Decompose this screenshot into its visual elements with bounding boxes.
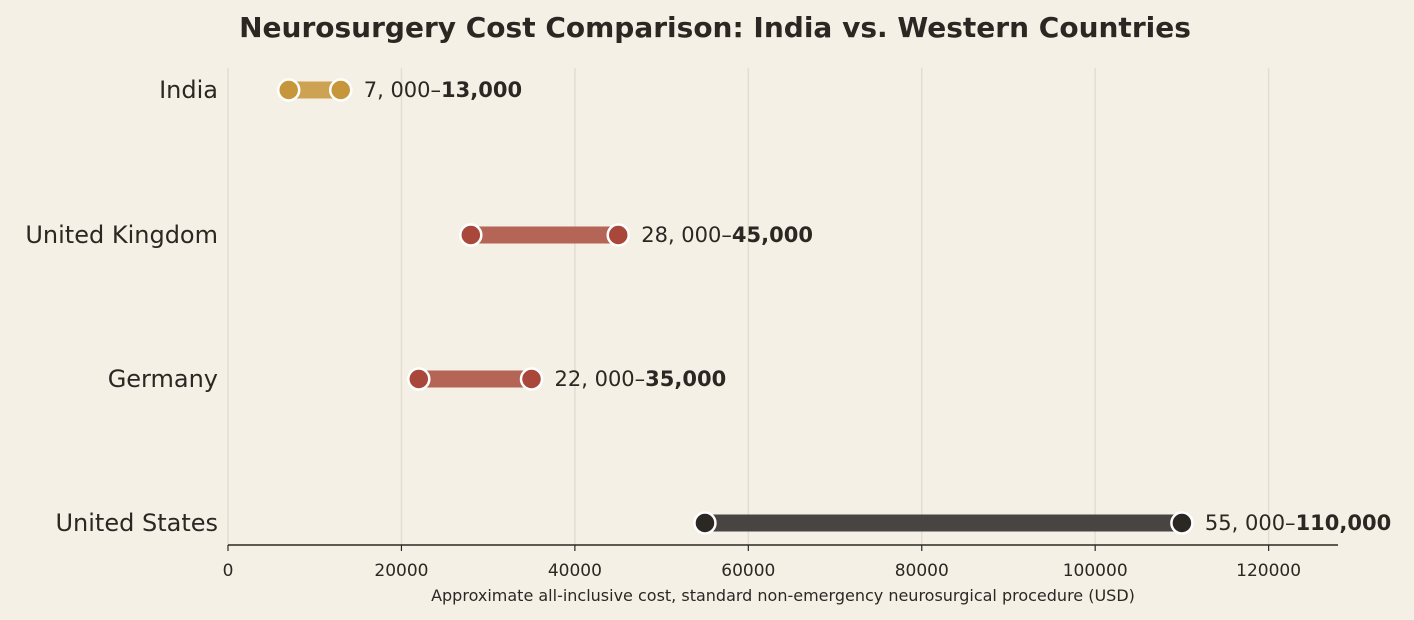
range-value-label: 7, 000–13,000 <box>364 78 522 102</box>
range-value-label: 28, 000–45,000 <box>641 223 813 247</box>
row-india: India 7, 000–13,000 <box>159 76 522 104</box>
category-label: United States <box>55 509 218 537</box>
category-label: United Kingdom <box>25 221 218 249</box>
x-tick-label-80000: 80000 <box>895 561 949 581</box>
high-point <box>606 223 630 247</box>
range-value-label: 22, 000–35,000 <box>555 367 727 391</box>
row-united-kingdom: United Kingdom 28, 000–45,000 <box>25 221 813 249</box>
high-point <box>1170 511 1194 535</box>
x-axis: 0 20000 40000 60000 80000 100000 120000 <box>223 544 1338 581</box>
range-high-text: 110,000 <box>1296 511 1392 535</box>
low-point <box>459 223 483 247</box>
range-high-text: 35,000 <box>645 367 726 391</box>
category-label: Germany <box>108 365 218 393</box>
x-tick-label-60000: 60000 <box>721 561 775 581</box>
x-tick-label-120000: 120000 <box>1236 561 1301 581</box>
dumbbell-rows: India 7, 000–13,000 United Kingdom 28, 000–… <box>25 76 1391 537</box>
chart-title: Neurosurgery Cost Comparison: India vs. … <box>239 11 1191 44</box>
grid-lines <box>227 68 1270 545</box>
high-point <box>328 78 353 102</box>
x-tick-label-100000: 100000 <box>1063 561 1128 581</box>
x-tick-label-40000: 40000 <box>548 561 602 581</box>
row-united-states: United States 55, 000–110,000 <box>55 509 1391 537</box>
low-point <box>276 78 301 102</box>
x-tick-label-0: 0 <box>223 561 234 581</box>
row-germany: Germany 22, 000–35,000 <box>108 365 727 393</box>
range-high-text: 45,000 <box>732 223 813 247</box>
range-low-text: 22, 000– <box>555 367 646 391</box>
range-low-text: 28, 000– <box>641 223 732 247</box>
category-label: India <box>159 76 218 104</box>
low-point <box>407 367 431 391</box>
high-point <box>519 367 544 391</box>
range-low-text: 7, 000– <box>364 78 441 102</box>
range-low-text: 55, 000– <box>1205 511 1296 535</box>
low-point <box>693 511 717 535</box>
range-high-text: 13,000 <box>441 78 522 102</box>
x-tick-label-20000: 20000 <box>374 561 428 581</box>
x-axis-label: Approximate all-inclusive cost, standard… <box>431 586 1135 605</box>
range-value-label: 55, 000–110,000 <box>1205 511 1391 535</box>
